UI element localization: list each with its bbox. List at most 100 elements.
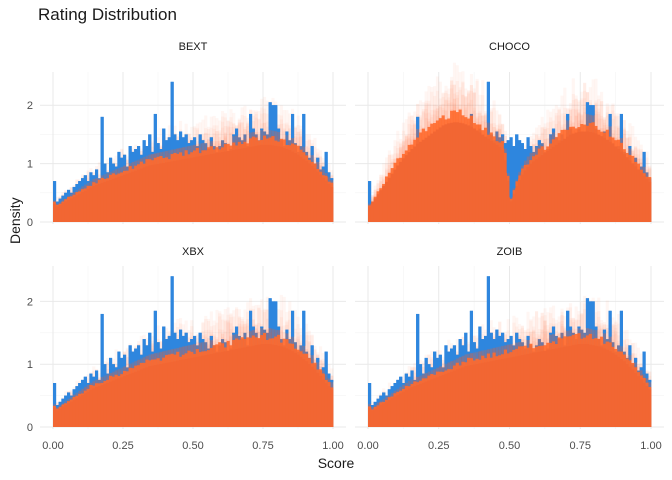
replicate-core-bar: [517, 179, 522, 222]
replicate-core-bar: [100, 182, 104, 222]
replicate-core-bar: [246, 346, 250, 427]
observed-bar-tip: [167, 335, 171, 350]
replicate-core-bar: [145, 166, 149, 222]
observed-bar-tip: [72, 186, 76, 192]
replicate-core-bar: [327, 183, 331, 222]
replicate-core-bar: [268, 144, 272, 222]
replicate-core-bar: [313, 369, 317, 427]
replicate-core-bar: [467, 125, 471, 222]
replicate-core-bar: [330, 389, 334, 427]
observed-bar-tip: [83, 376, 87, 387]
replicate-core-bar: [137, 169, 141, 222]
replicate-core-bar: [195, 156, 199, 222]
replicate-core-bar: [319, 376, 323, 427]
replicate-core-bar: [310, 165, 314, 222]
replicate-core-bar: [75, 398, 79, 427]
replicate-core-bar: [89, 187, 93, 222]
replicate-core-bar: [148, 165, 152, 222]
observed-bar-tip: [201, 140, 205, 143]
replicate-core-bar: [585, 131, 590, 222]
replicate-core-bar: [131, 171, 135, 222]
replicate-core-bar: [260, 344, 264, 427]
replicate-core-bar: [265, 344, 269, 427]
replicate-core-bar: [181, 359, 185, 427]
y-tick-label: 1: [27, 159, 33, 171]
observed-bar-tip: [271, 105, 275, 131]
replicate-core-bar: [128, 172, 132, 222]
replicate-core-bar: [215, 352, 219, 427]
replicate-core-bar: [611, 143, 615, 222]
replicate-core-bar: [324, 180, 328, 222]
replicate-core-bar: [407, 152, 411, 222]
observed-bar-tip: [165, 339, 169, 351]
replicate-core-bar: [648, 181, 652, 222]
replicate-core-bar: [226, 151, 230, 222]
replicate-core-bar: [207, 154, 211, 222]
replicate-core-bar: [125, 173, 129, 222]
replicate-core-bar: [193, 157, 197, 222]
observed-bar-tip: [310, 146, 314, 156]
replicate-core-bar: [645, 178, 649, 222]
replicate-core-bar: [179, 159, 183, 222]
observed-bar-tip: [53, 383, 57, 404]
observed-bar-tip: [274, 105, 278, 132]
replicate-core-bar: [597, 134, 601, 222]
replicate-core-bar: [64, 201, 68, 222]
replicate-core-bar: [324, 382, 328, 427]
replicate-core-bar: [86, 391, 90, 427]
observed-bar-tip: [61, 398, 65, 403]
replicate-core-bar: [307, 163, 311, 222]
observed-bar-tip: [92, 175, 96, 180]
replicate-core-bar: [279, 146, 283, 222]
replicate-core-bar: [512, 193, 516, 222]
observed-bar-tip: [321, 166, 325, 170]
replicate-core-bar: [265, 144, 269, 222]
replicate-core-bar: [461, 123, 465, 222]
replicate-core-bar: [478, 132, 482, 222]
replicate-core-bar: [484, 136, 488, 222]
replicate-core-bar: [373, 198, 377, 222]
observed-bar-tip: [64, 192, 68, 198]
replicate-core-bar: [433, 131, 437, 222]
replicate-core-bar: [327, 386, 331, 427]
observed-bar-tip: [128, 345, 132, 364]
replicate-core-bar: [223, 151, 227, 222]
observed-bar: [53, 383, 57, 427]
replicate-core-bar: [291, 351, 295, 427]
replicate-core-bar: [106, 382, 110, 427]
replicate-core-bar: [563, 138, 567, 222]
observed-bar-tip: [53, 181, 57, 201]
observed-bar-tip: [249, 113, 253, 133]
replicate-core-bar: [162, 363, 166, 427]
replicate-core-bar: [634, 166, 638, 222]
replicate-core-bar: [58, 408, 62, 427]
replicate-core-bar: [526, 167, 530, 222]
replicate-core-bar: [78, 396, 82, 427]
replicate-core-bar: [204, 355, 208, 427]
replicate-core-bar: [187, 358, 191, 427]
observed-bar-tip: [69, 395, 73, 397]
observed-bar-tip: [526, 137, 530, 157]
observed-bar-tip: [416, 116, 420, 129]
observed-bar-tip: [67, 189, 71, 196]
replicate-core-bar: [53, 407, 57, 427]
replicate-core-bar: [120, 377, 124, 427]
replicate-core-bar: [416, 143, 420, 222]
replicate-core-bar: [520, 174, 524, 222]
replicate-core-bar: [444, 124, 448, 222]
observed-bar-tip: [260, 128, 264, 131]
x-axis-title: Score: [317, 455, 355, 471]
replicate-core-bar: [106, 180, 110, 222]
observed-bar-tip: [159, 149, 163, 153]
replicate-core-bar: [111, 380, 115, 427]
observed-bar-tip: [277, 128, 281, 132]
replicate-core-bar: [81, 192, 85, 222]
replicate-core-bar: [296, 154, 300, 222]
replicate-core-bar: [249, 346, 253, 427]
replicate-core-bar: [313, 168, 317, 222]
replicate-core-bar: [554, 144, 558, 222]
replicate-core-bar: [296, 354, 300, 427]
replicate-core-bar: [305, 160, 309, 222]
replicate-core-bar: [72, 399, 76, 427]
